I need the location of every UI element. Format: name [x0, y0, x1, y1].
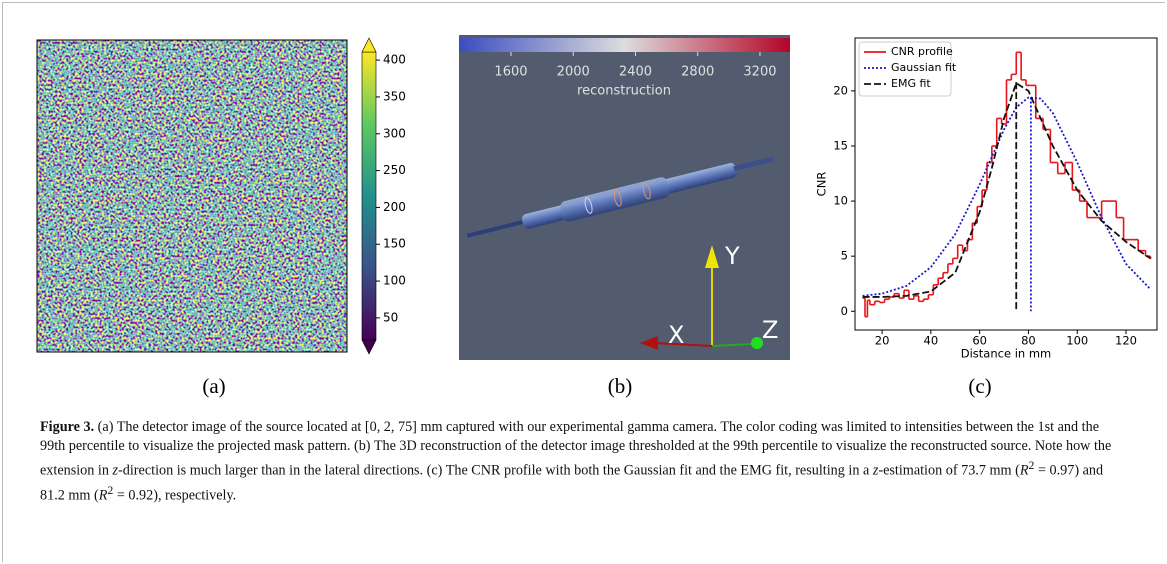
caption-math: [0, 2, 75]: [364, 419, 417, 435]
caption-text: (a) The detector image of the source loc…: [94, 419, 365, 435]
x-tick-label: 100: [1066, 334, 1088, 348]
detector-image: [37, 40, 347, 352]
colorbar-tick-label: 150: [383, 237, 406, 251]
caption-label: Figure 3.: [40, 419, 95, 435]
colorbar-tick-label: 2800: [681, 65, 714, 80]
colorbar-tick-label: 400: [383, 53, 406, 67]
legend-label: CNR profile: [891, 45, 953, 58]
axis-x-head: [640, 336, 658, 350]
colorbar-tick-label: 200: [383, 200, 406, 214]
x-tick-label: 80: [1021, 334, 1036, 348]
figure-caption: Figure 3. (a) The detector image of the …: [40, 418, 1125, 505]
figure: (a) reconstruction X Y Z (b) Distance in…: [36, 35, 1158, 398]
caption-math: R: [1019, 462, 1029, 479]
x-tick-label: 60: [972, 334, 987, 348]
y-tick-label: 10: [833, 194, 848, 208]
axis-z: [711, 343, 753, 347]
fit-line: [862, 81, 1151, 298]
colorbar-label: reconstruction: [577, 84, 671, 99]
legend-label: Gaussian fit: [891, 61, 957, 74]
colorbar-tick-label: 100: [383, 274, 406, 288]
legend-box: [858, 41, 952, 97]
colorbar-tick-label: 50: [383, 310, 398, 324]
caption-text: = 0.97) and 81.2 mm (: [40, 462, 1104, 504]
caption-math: 2: [1028, 458, 1035, 472]
caption-math: z: [872, 462, 879, 479]
colorbar-tick-label: 3200: [743, 65, 776, 80]
colorbar-tick-label: 350: [383, 89, 406, 103]
y-tick-label: 5: [841, 249, 848, 263]
legend-label: EMG fit: [891, 77, 931, 90]
caption-text: -estimation of 73.7 mm (: [878, 462, 1020, 479]
axis-label: X: [668, 321, 684, 349]
caption-text: -direction is much larger than in the la…: [118, 462, 873, 479]
caption-math: R: [98, 487, 108, 504]
fit-line: [862, 96, 1152, 297]
colorbar-tick-label: 300: [383, 126, 406, 140]
x-axis-label: Distance in mm: [961, 347, 1051, 361]
axis-label: Y: [724, 242, 740, 270]
colorbar-extend: [361, 339, 377, 355]
y-tick-label: 0: [841, 304, 848, 318]
panel-label: (b): [608, 374, 633, 398]
colorbar-a: [361, 51, 377, 341]
y-tick-label: 15: [833, 138, 848, 152]
panel-label: (a): [202, 374, 225, 398]
colorbar-tick-label: 1600: [494, 65, 527, 80]
axis-z-head: [751, 337, 763, 349]
caption-text: = 0.92), respectively.: [113, 487, 237, 504]
image-border: [36, 39, 348, 353]
reconstruction: [466, 156, 774, 238]
panel-label: (c): [968, 374, 991, 398]
x-tick-label: 20: [875, 334, 890, 348]
axis-y-head: [705, 245, 719, 268]
caption-math: z: [112, 462, 119, 479]
axis-label: Z: [762, 316, 778, 344]
y-axis-label: CNR: [815, 172, 829, 197]
colorbar-tick-label: 2400: [619, 65, 652, 80]
caption-math: 2: [107, 482, 114, 497]
caption-text: mm captured with our experimental gamma …: [40, 419, 1112, 479]
x-tick-label: 40: [924, 334, 939, 348]
colorbar-tick-label: 2000: [557, 65, 590, 80]
x-tick-label: 120: [1115, 334, 1137, 348]
axis-x: [654, 342, 713, 347]
colorbar-extend: [361, 37, 377, 53]
colorbar-b: [459, 38, 790, 52]
y-tick-label: 20: [833, 83, 848, 97]
colorbar-tick-label: 250: [383, 163, 406, 177]
